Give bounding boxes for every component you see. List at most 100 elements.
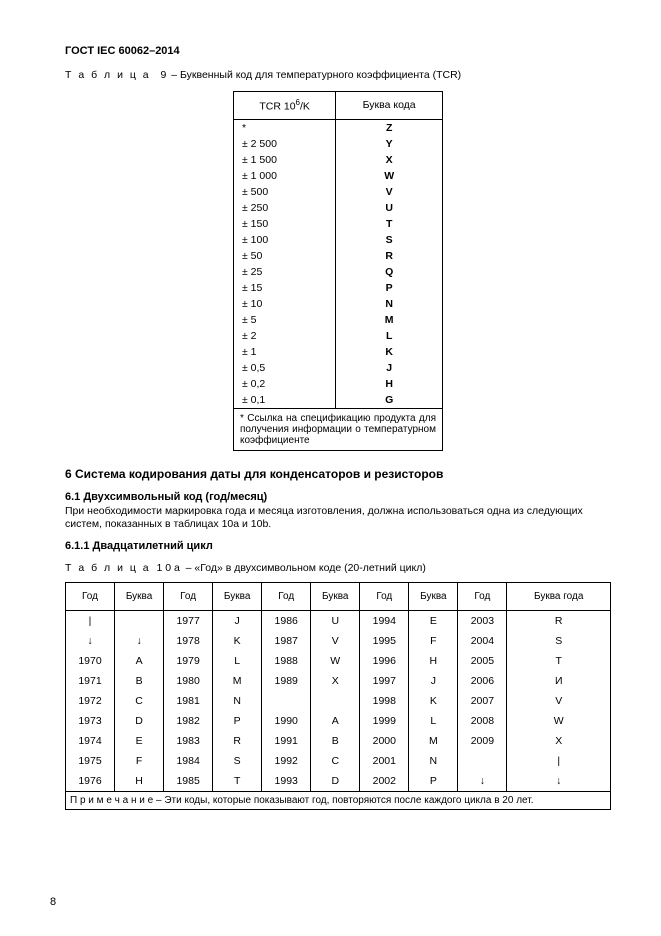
- cell: 1980: [164, 671, 213, 691]
- cell: C: [311, 751, 360, 771]
- table10a-header: Год: [458, 582, 507, 610]
- table10a-header: Год: [262, 582, 311, 610]
- cell: [311, 691, 360, 711]
- code-letter: S: [336, 232, 443, 248]
- cell: 1982: [164, 711, 213, 731]
- table-row: ± 0,2H: [234, 376, 443, 392]
- cell: H: [409, 651, 458, 671]
- code-letter: N: [336, 296, 443, 312]
- code-letter: W: [336, 168, 443, 184]
- table-row: 1975F1984S1992C2001N|: [66, 751, 611, 771]
- tcr-value: ± 2: [234, 328, 336, 344]
- cell: 1979: [164, 651, 213, 671]
- tcr-value: ± 2 500: [234, 136, 336, 152]
- cell: L: [213, 651, 262, 671]
- cell: И: [507, 671, 611, 691]
- table-row: ± 0,1G: [234, 392, 443, 409]
- document-id: ГОСТ IEC 60062–2014: [65, 45, 611, 57]
- table10a-caption: Т а б л и ц а 1 0 a – «Год» в двухсимвол…: [65, 562, 611, 574]
- table10a-header: Буква: [213, 582, 262, 610]
- cell: 1974: [66, 731, 115, 751]
- tcr-value: ± 1: [234, 344, 336, 360]
- cell: 1985: [164, 771, 213, 792]
- code-letter: K: [336, 344, 443, 360]
- cell: |: [66, 610, 115, 631]
- tcr-value: ± 250: [234, 200, 336, 216]
- table10a-header: Год: [66, 582, 115, 610]
- cell: ↓: [66, 631, 115, 651]
- table-row: ± 0,5J: [234, 360, 443, 376]
- table-row: ± 15P: [234, 280, 443, 296]
- cell: 1986: [262, 610, 311, 631]
- cell: B: [115, 671, 164, 691]
- table-row: 1974E1983R1991B2000M2009X: [66, 731, 611, 751]
- code-letter: T: [336, 216, 443, 232]
- cell: L: [409, 711, 458, 731]
- table10a-header: Буква года: [507, 582, 611, 610]
- table-row: ± 500V: [234, 184, 443, 200]
- table-row: 1976H1985T1993D2002P↓↓: [66, 771, 611, 792]
- cell: M: [409, 731, 458, 751]
- code-letter: Q: [336, 264, 443, 280]
- code-letter: M: [336, 312, 443, 328]
- cell: C: [115, 691, 164, 711]
- cell: S: [507, 631, 611, 651]
- cell: 1983: [164, 731, 213, 751]
- cell: ↓: [507, 771, 611, 792]
- cell: V: [507, 691, 611, 711]
- cell: V: [311, 631, 360, 651]
- table-row: ± 1 500X: [234, 152, 443, 168]
- cell: N: [409, 751, 458, 771]
- cell: 1993: [262, 771, 311, 792]
- table-row: ± 5M: [234, 312, 443, 328]
- caption-word: Т а б л и ц а: [65, 69, 151, 81]
- cell: 1999: [360, 711, 409, 731]
- section611-title: 6.1.1 Двадцатилетний цикл: [65, 540, 611, 552]
- cell: 1992: [262, 751, 311, 771]
- tcr-value: ± 0,5: [234, 360, 336, 376]
- tcr-value: ± 5: [234, 312, 336, 328]
- table-row: ± 2 500Y: [234, 136, 443, 152]
- cell: [115, 610, 164, 631]
- cell: X: [311, 671, 360, 691]
- table-row: 1970A1979L1988W1996H2005T: [66, 651, 611, 671]
- table9: TCR 106/K Буква кода *Z± 2 500Y± 1 500X±…: [233, 91, 443, 451]
- table-row: |1977J1986U1994E2003R: [66, 610, 611, 631]
- cell: 2002: [360, 771, 409, 792]
- cell: 2006: [458, 671, 507, 691]
- cell: 2008: [458, 711, 507, 731]
- page-number: 8: [50, 896, 56, 908]
- caption-num: 1 0 a: [156, 562, 179, 574]
- caption-text: – Буквенный код для температурного коэфф…: [171, 69, 461, 81]
- cell: 2007: [458, 691, 507, 711]
- table10a-header: Буква: [311, 582, 360, 610]
- table-row: ± 1 000W: [234, 168, 443, 184]
- cell: F: [115, 751, 164, 771]
- table-row: ± 2L: [234, 328, 443, 344]
- table9-note-row: * Ссылка на спецификацию продукта для по…: [234, 408, 443, 450]
- cell: ↓: [458, 771, 507, 792]
- tcr-value: ± 150: [234, 216, 336, 232]
- cell: 1975: [66, 751, 115, 771]
- cell: [262, 691, 311, 711]
- cell: A: [311, 711, 360, 731]
- table-row: *Z: [234, 119, 443, 136]
- table9-caption: Т а б л и ц а 9 – Буквенный код для темп…: [65, 69, 611, 81]
- cell: J: [409, 671, 458, 691]
- cell: 2005: [458, 651, 507, 671]
- table-row: ± 250U: [234, 200, 443, 216]
- code-letter: R: [336, 248, 443, 264]
- cell: 1977: [164, 610, 213, 631]
- cell: B: [311, 731, 360, 751]
- cell: S: [213, 751, 262, 771]
- cell: R: [213, 731, 262, 751]
- cell: E: [115, 731, 164, 751]
- cell: 1981: [164, 691, 213, 711]
- cell: R: [507, 610, 611, 631]
- cell: 2001: [360, 751, 409, 771]
- cell: W: [507, 711, 611, 731]
- code-letter: V: [336, 184, 443, 200]
- cell: 2004: [458, 631, 507, 651]
- code-letter: G: [336, 392, 443, 409]
- table9-header-tcr: TCR 106/K: [234, 92, 336, 120]
